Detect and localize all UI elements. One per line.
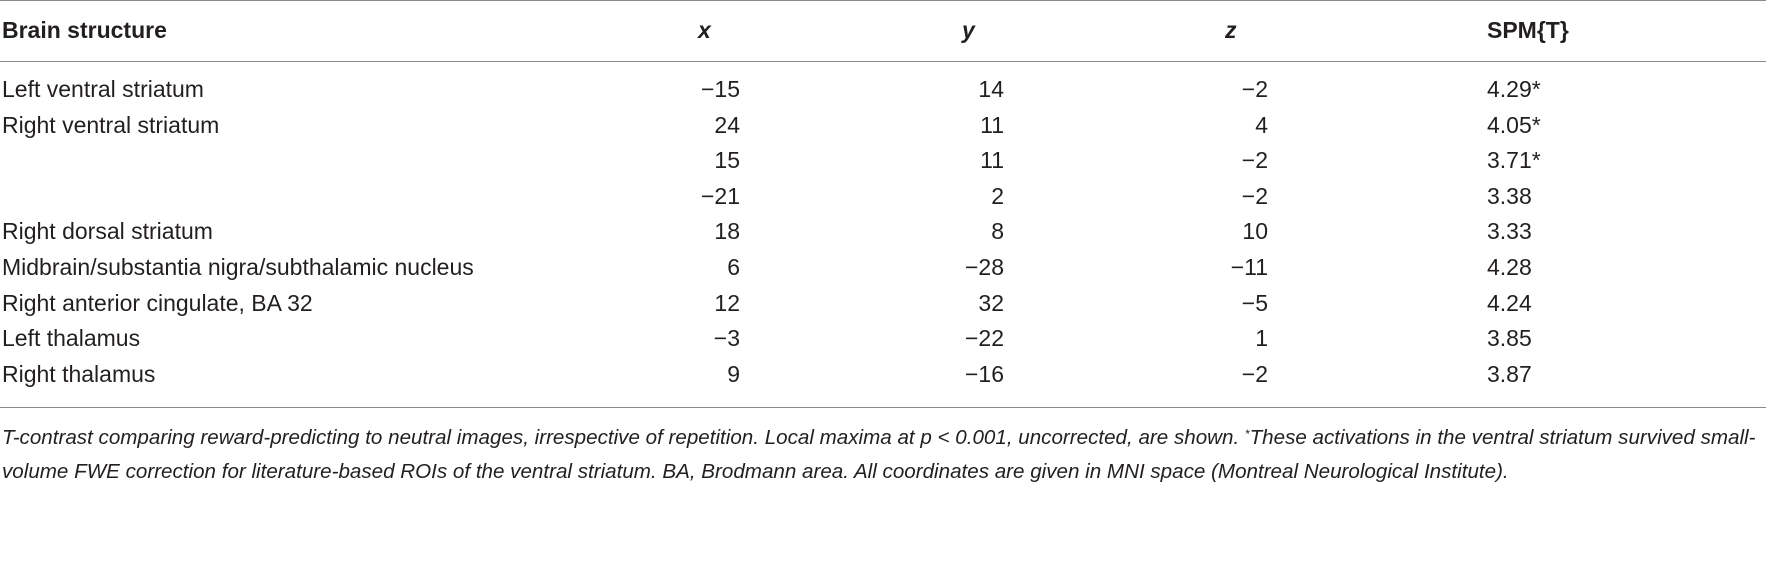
table-bottom-rule xyxy=(0,407,1766,408)
cell-z: −2 xyxy=(1241,76,1268,102)
cell-y: −22 xyxy=(964,325,1004,352)
table-row: Right dorsal striatum 18 8 10 3.33 xyxy=(0,214,1766,249)
cell-x: −15 xyxy=(700,76,740,102)
table-row: Left ventral striatum −15 14 −2 4.29* xyxy=(0,72,1766,107)
table-row: −21 2 −2 3.38 xyxy=(0,179,1766,214)
cell-brain-structure: Right ventral striatum xyxy=(2,111,220,138)
cell-y: 11 xyxy=(980,111,1004,138)
cell-brain-structure: Midbrain/substantia nigra/subthalamic nu… xyxy=(2,254,474,280)
table-row: Right thalamus 9 −16 −2 3.87 xyxy=(0,357,1766,392)
cell-spm-t: 3.71* xyxy=(1487,147,1541,174)
cell-y: 14 xyxy=(978,76,1004,102)
cell-z: −2 xyxy=(1241,147,1268,174)
header-x: x xyxy=(698,17,711,43)
cell-x: 24 xyxy=(714,111,740,138)
cell-x: 18 xyxy=(714,218,740,245)
caption-text-part2: These activations in the ventral striatu… xyxy=(2,426,1756,483)
header-brain-structure: Brain structure xyxy=(2,17,167,43)
table-row: Right ventral striatum 24 11 4 4.05* xyxy=(0,108,1766,143)
cell-z: −2 xyxy=(1241,360,1268,387)
cell-z: −11 xyxy=(1230,254,1268,280)
header-spm-t: SPM{T} xyxy=(1487,17,1569,43)
table-row: Left thalamus −3 −22 1 3.85 xyxy=(0,321,1766,356)
cell-brain-structure: Left thalamus xyxy=(2,325,141,352)
table-row: Right anterior cingulate, BA 32 12 32 −5 4.2… xyxy=(0,286,1766,321)
cell-spm-t: 4.29* xyxy=(1487,76,1541,102)
cell-x: 12 xyxy=(714,289,740,316)
cell-y: 8 xyxy=(991,218,1004,245)
table-header-rule xyxy=(0,61,1766,62)
caption-footnote-marker: * xyxy=(1244,427,1250,441)
table-caption: T-contrast comparing reward-predicting t… xyxy=(2,421,1762,489)
cell-spm-t: 4.05* xyxy=(1487,111,1541,138)
cell-x: −21 xyxy=(700,182,740,209)
cell-x: −3 xyxy=(713,325,740,352)
caption-text-part1: T-contrast comparing reward-predicting t… xyxy=(2,426,1245,449)
header-z: z xyxy=(1225,17,1237,43)
cell-z: −5 xyxy=(1241,289,1268,316)
cell-y: −16 xyxy=(964,360,1004,387)
cell-z: −2 xyxy=(1241,182,1268,209)
cell-spm-t: 4.24 xyxy=(1487,289,1532,316)
cell-spm-t: 4.28 xyxy=(1487,254,1532,280)
cell-brain-structure: Left ventral striatum xyxy=(2,76,204,102)
cell-x: 15 xyxy=(714,147,740,174)
cell-z: 4 xyxy=(1255,111,1268,138)
cell-x: 9 xyxy=(727,360,740,387)
cell-spm-t: 3.87 xyxy=(1487,360,1532,387)
cell-y: −28 xyxy=(964,254,1004,280)
cell-brain-structure: Right thalamus xyxy=(2,360,156,387)
cell-x: 6 xyxy=(727,254,740,280)
table-row: 15 11 −2 3.71* xyxy=(0,143,1766,178)
table-top-rule xyxy=(0,0,1766,1)
cell-spm-t: 3.33 xyxy=(1487,218,1532,245)
cell-brain-structure: Right dorsal striatum xyxy=(2,218,213,245)
header-y: y xyxy=(962,17,975,43)
cell-brain-structure: Right anterior cingulate, BA 32 xyxy=(2,289,313,316)
cell-y: 11 xyxy=(980,147,1004,174)
cell-y: 2 xyxy=(991,182,1004,209)
table-row: Midbrain/substantia nigra/subthalamic nu… xyxy=(0,250,1766,285)
cell-spm-t: 3.85 xyxy=(1487,325,1532,352)
cell-z: 10 xyxy=(1242,218,1268,245)
cell-z: 1 xyxy=(1255,325,1268,352)
cell-spm-t: 3.38 xyxy=(1487,182,1532,209)
cell-y: 32 xyxy=(978,289,1004,316)
